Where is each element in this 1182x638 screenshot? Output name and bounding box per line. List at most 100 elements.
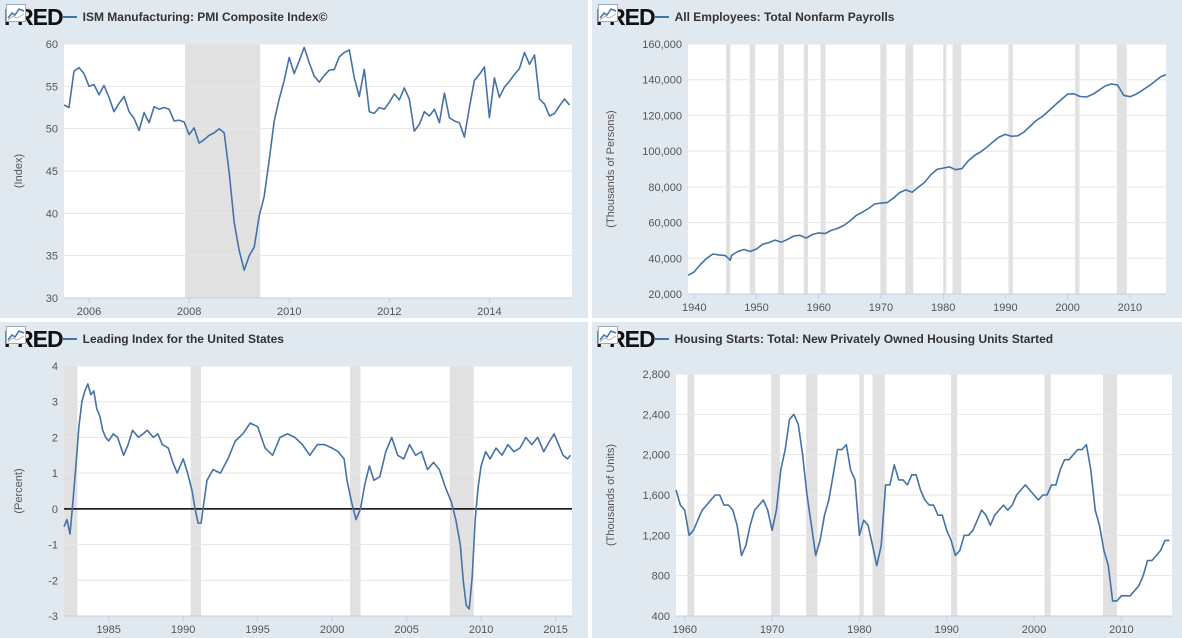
fred-chart-icon xyxy=(6,4,26,22)
x-tick-label: 1970 xyxy=(869,302,893,314)
chart-panel-housing: 400 800 1,200 1,600 2,000 2,400 2,800 1960 1970 1… xyxy=(592,322,1182,638)
y-tick-label: 800 xyxy=(652,571,670,583)
y-tick-label: 400 xyxy=(652,611,670,623)
chart-title: Leading Index for the United States xyxy=(82,332,284,346)
y-tick-label: 40,000 xyxy=(648,253,682,265)
recession-band xyxy=(880,44,887,294)
x-tick-label: 1980 xyxy=(847,624,871,636)
recession-band xyxy=(64,366,78,616)
x-tick-label: 1960 xyxy=(672,624,696,636)
x-tick-label: 1990 xyxy=(934,624,958,636)
x-tick-label: 1990 xyxy=(171,624,195,636)
chart-header: FRED ISM Manufacturing: PMI Composite In… xyxy=(4,4,327,30)
series-line xyxy=(63,46,571,271)
y-tick-label: 20,000 xyxy=(648,289,682,301)
x-tick-label: 1950 xyxy=(744,302,768,314)
chart-svg-pmi: 30 35 40 45 50 55 60 2006 2008 2010 2012 2014 (Index… xyxy=(13,39,572,318)
x-tick-label: 2000 xyxy=(320,624,344,636)
series-line xyxy=(687,74,1167,277)
chart-panel-payrolls: 20,000 40,000 60,000 80,000 100,000 120,000 14… xyxy=(592,0,1182,318)
x-tick-label: 1995 xyxy=(245,624,269,636)
y-tick-label: 30 xyxy=(46,293,58,305)
y-tick-label: 45 xyxy=(46,166,58,178)
x-tick-label: 2006 xyxy=(77,306,101,318)
recession-band xyxy=(803,44,809,294)
y-tick-label: 1,600 xyxy=(642,490,670,502)
y-tick-label: 2,800 xyxy=(642,369,670,381)
y-tick-label: 40 xyxy=(46,208,58,220)
x-tick-label: 1990 xyxy=(993,302,1017,314)
y-axis-label: (Percent) xyxy=(13,468,25,513)
chart-panel-leading: -3 -2 -1 0 1 2 3 4 1985 1990 1995 2000 2005 2010 2015 (… xyxy=(0,322,588,638)
y-tick-label: 0 xyxy=(52,504,58,516)
x-tick-label: 2014 xyxy=(477,306,501,318)
x-tick-label: 2010 xyxy=(1109,624,1133,636)
chart-svg-leading: -3 -2 -1 0 1 2 3 4 1985 1990 1995 2000 2005 2010 2015 (… xyxy=(13,361,572,636)
legend-line xyxy=(62,338,77,340)
plot-area xyxy=(688,44,1166,294)
y-axis-label: (Thousands of Persons) xyxy=(605,110,617,227)
x-tick-label: 1985 xyxy=(96,624,120,636)
legend-line xyxy=(62,16,77,18)
y-tick-label: 1,200 xyxy=(642,530,670,542)
y-tick-label: 50 xyxy=(46,124,58,136)
x-tick-label: 1980 xyxy=(931,302,955,314)
recession-band xyxy=(820,44,826,294)
recession-band xyxy=(190,366,202,616)
y-tick-label: 140,000 xyxy=(642,75,682,87)
x-tick-label: 2010 xyxy=(277,306,301,318)
chart-header: FRED Housing Starts: Total: New Privatel… xyxy=(596,326,1053,352)
chart-svg-housing: 400 800 1,200 1,600 2,000 2,400 2,800 1960 1970 1… xyxy=(605,369,1172,636)
y-tick-label: 1 xyxy=(52,468,58,480)
y-tick-label: 80,000 xyxy=(648,182,682,194)
recession-band xyxy=(1075,44,1080,294)
legend-line xyxy=(654,16,669,18)
y-tick-label: 2,400 xyxy=(642,409,670,421)
chart-svg-payrolls: 20,000 40,000 60,000 80,000 100,000 120,000 14… xyxy=(605,39,1167,314)
y-tick-label: -1 xyxy=(48,540,58,552)
y-tick-label: 160,000 xyxy=(642,39,682,51)
y-tick-label: -2 xyxy=(48,575,58,587)
chart-title: ISM Manufacturing: PMI Composite Index© xyxy=(82,10,328,24)
recession-band xyxy=(725,44,731,294)
y-tick-label: 4 xyxy=(52,361,58,373)
plot-area xyxy=(64,366,572,616)
chart-header: FRED All Employees: Total Nonfarm Payrol… xyxy=(596,4,894,30)
x-tick-label: 2010 xyxy=(469,624,493,636)
y-tick-label: 100,000 xyxy=(642,146,682,158)
x-tick-label: 2000 xyxy=(1055,302,1079,314)
chart-header: FRED Leading Index for the United States xyxy=(4,326,284,352)
series-line xyxy=(675,413,1170,602)
series-line xyxy=(63,383,572,610)
x-tick-label: 1970 xyxy=(760,624,784,636)
x-tick-label: 2015 xyxy=(543,624,567,636)
chart-title: All Employees: Total Nonfarm Payrolls xyxy=(674,10,895,24)
y-tick-label: 35 xyxy=(46,251,58,263)
recession-band xyxy=(1116,44,1127,294)
recession-band xyxy=(1008,44,1013,294)
x-tick-label: 2005 xyxy=(394,624,418,636)
y-tick-label: 2 xyxy=(52,432,58,444)
y-tick-label: -3 xyxy=(48,611,58,623)
legend-line xyxy=(654,338,669,340)
fred-chart-icon xyxy=(598,326,618,344)
x-tick-label: 2012 xyxy=(377,306,401,318)
y-tick-label: 3 xyxy=(52,397,58,409)
recession-band xyxy=(905,44,914,294)
x-tick-label: 1960 xyxy=(806,302,830,314)
x-tick-label: 2010 xyxy=(1118,302,1142,314)
y-tick-label: 60 xyxy=(46,39,58,51)
chart-panel-pmi: 30 35 40 45 50 55 60 2006 2008 2010 2012 2014 (Index… xyxy=(0,0,588,318)
x-tick-label: 1940 xyxy=(682,302,706,314)
fred-chart-icon xyxy=(6,326,26,344)
y-tick-label: 60,000 xyxy=(648,218,682,230)
recession-band xyxy=(778,44,784,294)
y-axis-label: (Index) xyxy=(13,154,25,188)
recession-band xyxy=(749,44,756,294)
y-tick-label: 55 xyxy=(46,81,58,93)
y-tick-label: 120,000 xyxy=(642,110,682,122)
x-tick-label: 2000 xyxy=(1022,624,1046,636)
x-tick-label: 2008 xyxy=(177,306,201,318)
recession-band xyxy=(350,366,361,616)
y-tick-label: 2,000 xyxy=(642,450,670,462)
